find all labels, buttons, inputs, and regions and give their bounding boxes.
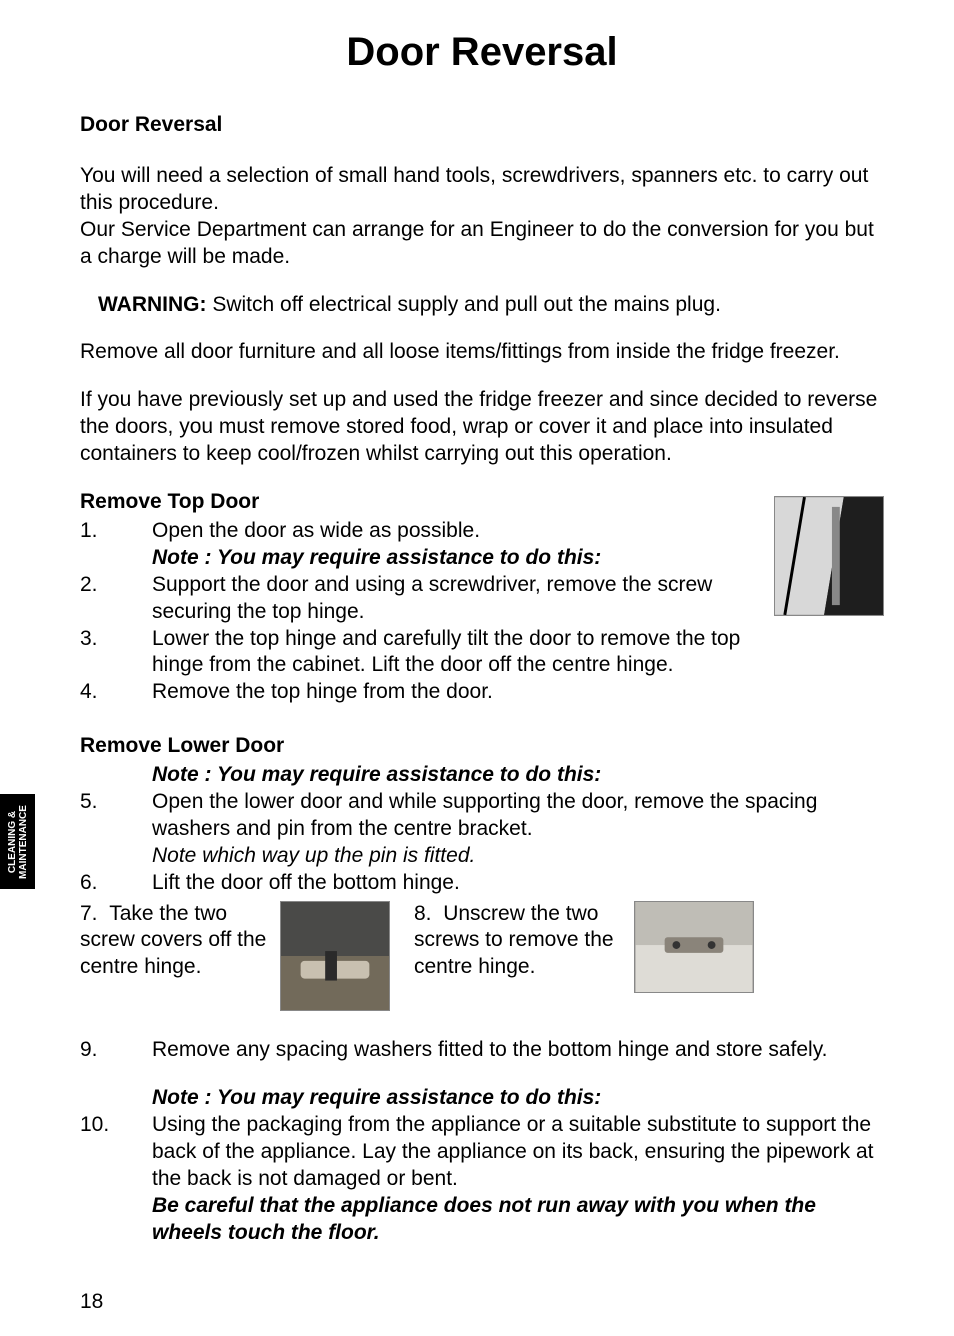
step-5-note: Note which way up the pin is fitted. bbox=[152, 844, 475, 867]
step-7-text: Take the two screw covers off the centre… bbox=[80, 902, 266, 979]
step-2: 2. Support the door and using a screwdri… bbox=[80, 572, 768, 626]
para-tools: You will need a selection of small hand … bbox=[80, 163, 884, 217]
step-10-number: 10. bbox=[80, 1112, 152, 1246]
remove-top-door-block: Remove Top Door 1. Open the door as wide… bbox=[80, 490, 884, 706]
side-tab-line2: MAINTENANCE bbox=[18, 805, 29, 879]
para-remove-furniture: Remove all door furniture and all loose … bbox=[80, 339, 884, 366]
step-5-number: 5. bbox=[80, 789, 152, 870]
step-3-text: Lower the top hinge and carefully tilt t… bbox=[152, 626, 768, 680]
image-centre-hinge-covers bbox=[280, 901, 390, 1011]
step-8-text: Unscrew the two screws to remove the cen… bbox=[414, 902, 614, 979]
note2-row: Note : You may require assistance to do … bbox=[80, 1085, 884, 1112]
heading-remove-top-door: Remove Top Door bbox=[80, 490, 768, 514]
step-4: 4. Remove the top hinge from the door. bbox=[80, 679, 768, 706]
warning-line: WARNING: Switch off electrical supply an… bbox=[98, 293, 884, 317]
step-2-text: Support the door and using a screwdriver… bbox=[152, 572, 768, 626]
lower-note: Note : You may require assistance to do … bbox=[152, 762, 884, 789]
warning-text: Switch off electrical supply and pull ou… bbox=[207, 293, 721, 316]
step-4-text: Remove the top hinge from the door. bbox=[152, 679, 768, 706]
image-centre-hinge-screws bbox=[634, 901, 754, 993]
step-6: 6. Lift the door off the bottom hinge. bbox=[80, 870, 884, 897]
steps-7-8-row: 7. Take the two screw covers off the cen… bbox=[80, 901, 884, 1011]
step-1: 1. Open the door as wide as possible. No… bbox=[80, 518, 768, 572]
step-8-number: 8. bbox=[414, 902, 432, 925]
step-4-number: 4. bbox=[80, 679, 152, 706]
lower-note-row: Note : You may require assistance to do … bbox=[80, 762, 884, 789]
warning-label: WARNING: bbox=[98, 293, 207, 316]
para-previous-setup: If you have previously set up and used t… bbox=[80, 387, 884, 468]
step-9-text: Remove any spacing washers fitted to the… bbox=[152, 1037, 884, 1064]
step-9: 9. Remove any spacing washers fitted to … bbox=[80, 1037, 884, 1064]
step-2-number: 2. bbox=[80, 572, 152, 626]
heading-door-reversal: Door Reversal bbox=[80, 113, 884, 137]
step-5-text: Open the lower door and while supporting… bbox=[152, 790, 817, 840]
step-1-text: Open the door as wide as possible. bbox=[152, 519, 480, 542]
step-7-number: 7. bbox=[80, 902, 98, 925]
step-3: 3. Lower the top hinge and carefully til… bbox=[80, 626, 768, 680]
step-9-number: 9. bbox=[80, 1037, 152, 1064]
side-tab-cleaning-maintenance: CLEANING & MAINTENANCE bbox=[0, 794, 35, 889]
heading-remove-lower-door: Remove Lower Door bbox=[80, 734, 884, 758]
step-10: 10. Using the packaging from the applian… bbox=[80, 1112, 884, 1246]
step-1-note: Note : You may require assistance to do … bbox=[152, 546, 601, 569]
step-10-text: Using the packaging from the appliance o… bbox=[152, 1113, 873, 1190]
page-title: Door Reversal bbox=[80, 30, 884, 75]
step-3-number: 3. bbox=[80, 626, 152, 680]
image-top-hinge bbox=[774, 496, 884, 616]
page: Door Reversal Door Reversal You will nee… bbox=[0, 0, 954, 1336]
side-tab-line1: CLEANING & bbox=[7, 810, 18, 872]
para-service: Our Service Department can arrange for a… bbox=[80, 217, 884, 271]
step-10-warning: Be careful that the appliance does not r… bbox=[152, 1194, 816, 1244]
step-6-text: Lift the door off the bottom hinge. bbox=[152, 870, 884, 897]
page-number: 18 bbox=[80, 1290, 103, 1314]
step-6-number: 6. bbox=[80, 870, 152, 897]
note2: Note : You may require assistance to do … bbox=[152, 1085, 884, 1112]
step-1-number: 1. bbox=[80, 518, 152, 572]
step-5: 5. Open the lower door and while support… bbox=[80, 789, 884, 870]
